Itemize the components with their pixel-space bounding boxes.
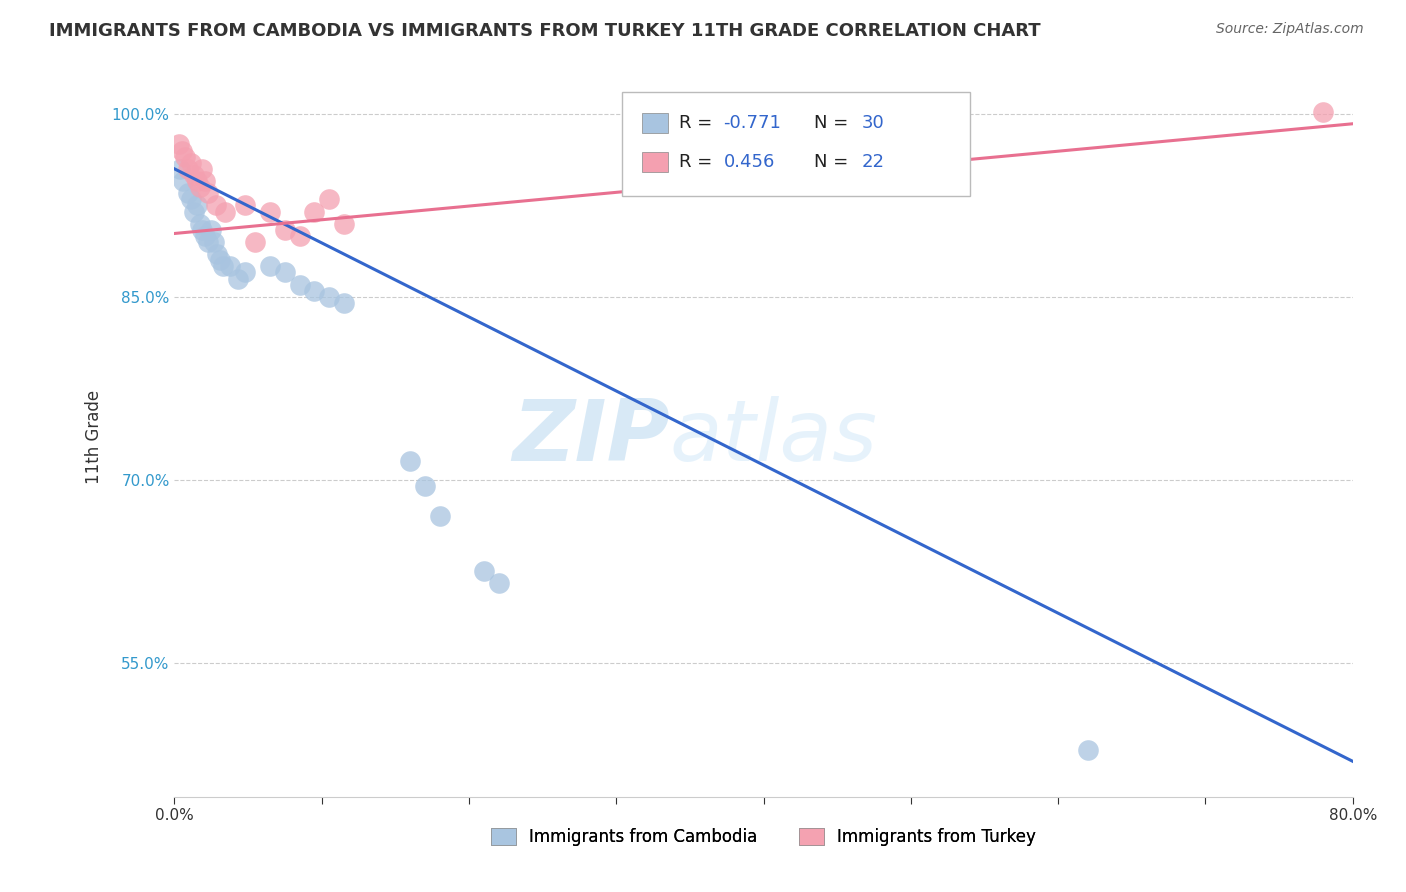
Point (180, 155, 202, 169)
Point (226, 271, 249, 285)
Point (233, 265, 256, 279)
Text: Source: ZipAtlas.com: Source: ZipAtlas.com (1216, 22, 1364, 37)
Point (488, 576, 510, 591)
Point (194, 174, 217, 188)
Point (259, 204, 281, 219)
Point (202, 235, 225, 249)
Point (204, 198, 226, 212)
Y-axis label: 11th Grade: 11th Grade (86, 390, 103, 484)
Point (205, 247, 228, 261)
Point (180, 192, 202, 206)
Point (183, 204, 205, 219)
Point (172, 174, 194, 188)
Point (177, 186, 200, 201)
Point (209, 253, 232, 268)
Text: N =: N = (814, 114, 855, 132)
Point (167, 137, 190, 152)
Text: -0.771: -0.771 (724, 114, 782, 132)
Point (274, 223, 297, 237)
Point (333, 217, 356, 231)
FancyBboxPatch shape (623, 92, 970, 196)
Text: R =: R = (679, 153, 718, 170)
Point (186, 174, 208, 188)
Point (169, 161, 191, 176)
Point (288, 228, 311, 243)
Point (170, 144, 193, 158)
Point (186, 198, 208, 212)
Text: 30: 30 (862, 114, 884, 132)
Point (233, 198, 256, 212)
Point (212, 260, 235, 274)
Text: R =: R = (679, 114, 718, 132)
Text: 0.456: 0.456 (724, 153, 775, 170)
Point (304, 204, 326, 219)
Legend: Immigrants from Cambodia, Immigrants from Turkey: Immigrants from Cambodia, Immigrants fro… (484, 822, 1043, 853)
Text: IMMIGRANTS FROM CAMBODIA VS IMMIGRANTS FROM TURKEY 11TH GRADE CORRELATION CHART: IMMIGRANTS FROM CAMBODIA VS IMMIGRANTS F… (49, 22, 1040, 40)
FancyBboxPatch shape (643, 112, 668, 133)
Point (413, 479, 436, 493)
Point (304, 284, 326, 298)
Point (197, 186, 219, 201)
Point (191, 223, 214, 237)
Point (188, 180, 211, 194)
Point (214, 204, 236, 219)
Point (259, 260, 281, 274)
Text: atlas: atlas (669, 395, 877, 478)
Point (472, 564, 495, 578)
Text: ZIP: ZIP (512, 395, 669, 478)
Point (399, 454, 422, 468)
Point (183, 168, 205, 182)
Point (318, 192, 340, 206)
Point (194, 228, 217, 243)
FancyBboxPatch shape (643, 152, 668, 171)
Point (177, 161, 200, 176)
Point (191, 161, 214, 176)
Point (200, 223, 222, 237)
Point (219, 260, 242, 274)
Point (1312, 104, 1334, 119)
Point (429, 509, 451, 524)
Point (333, 296, 356, 310)
Point (274, 265, 297, 279)
Point (197, 235, 219, 249)
Text: N =: N = (814, 153, 855, 170)
Point (188, 217, 211, 231)
Point (318, 290, 340, 304)
Point (173, 150, 195, 164)
Point (288, 277, 311, 292)
Text: 22: 22 (862, 153, 884, 170)
Point (245, 235, 267, 249)
Point (1077, 743, 1099, 757)
